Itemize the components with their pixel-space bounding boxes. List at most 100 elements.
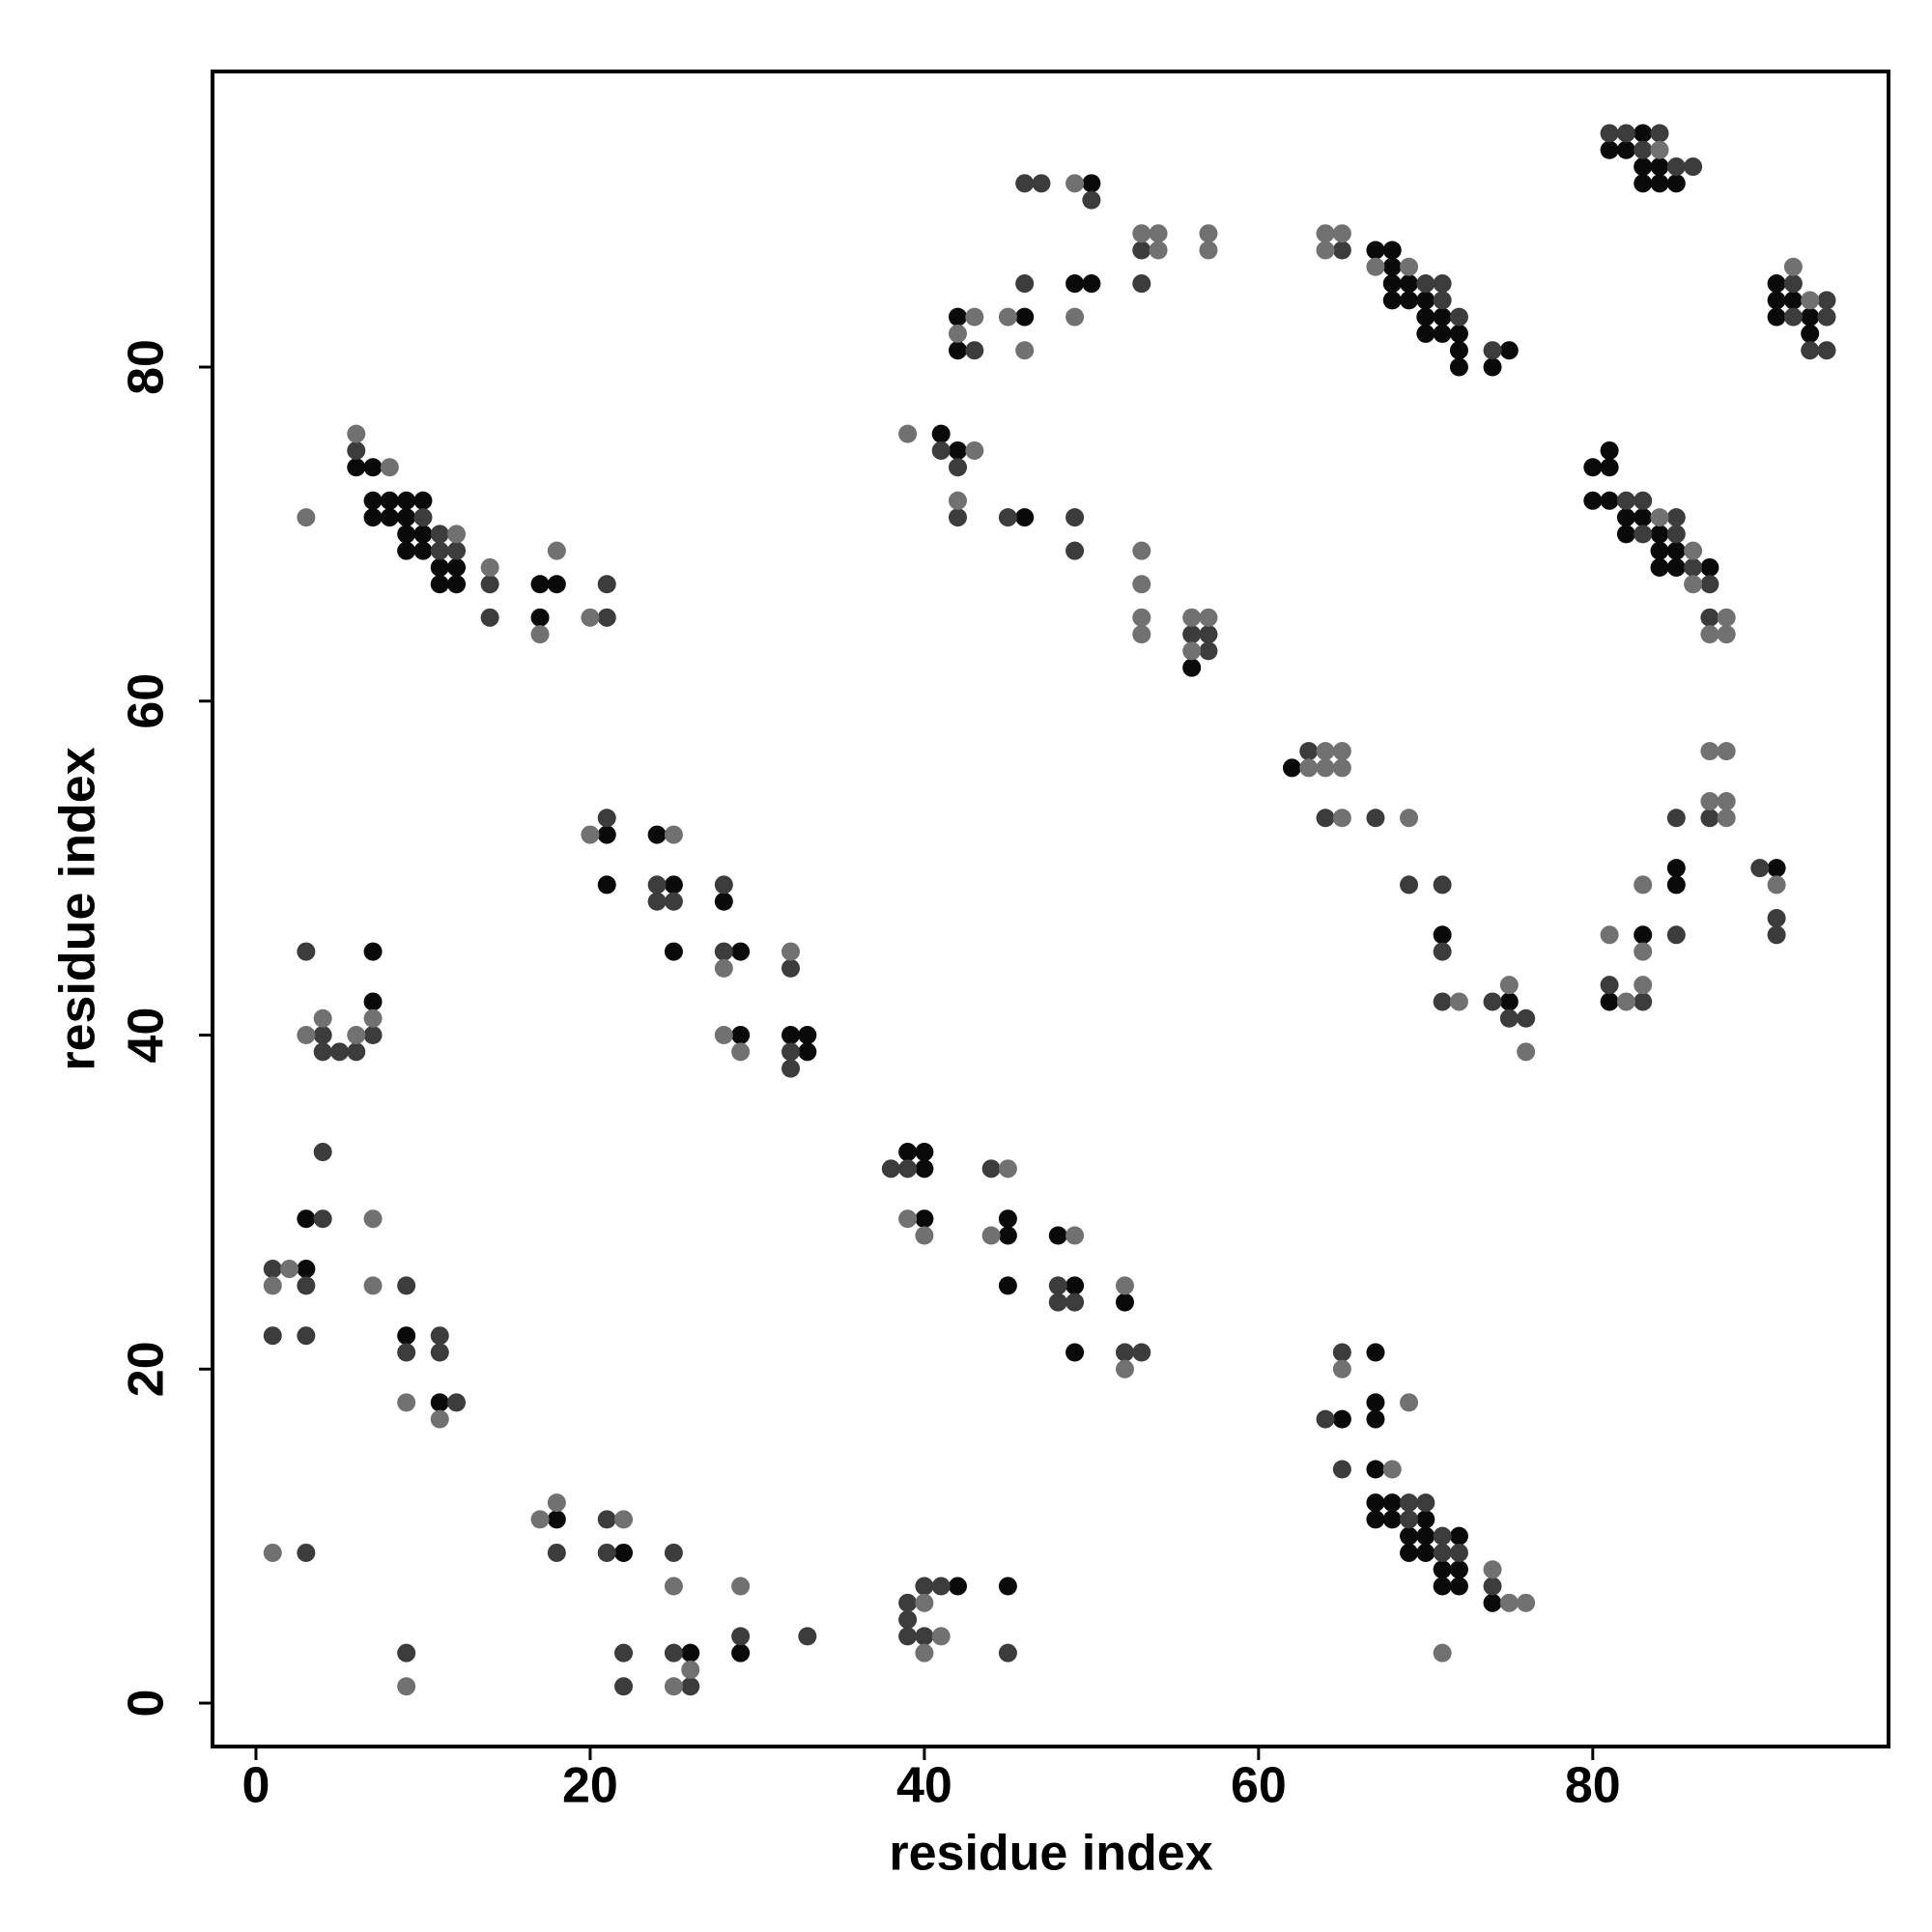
point [1750, 859, 1770, 878]
point [781, 942, 801, 961]
point [1332, 224, 1351, 243]
point [881, 1159, 900, 1179]
point [931, 424, 951, 443]
point [1400, 1526, 1419, 1546]
point [981, 1226, 1001, 1245]
point [413, 541, 433, 560]
point [781, 1026, 801, 1045]
point [1616, 491, 1635, 510]
point [1483, 1560, 1502, 1579]
point [998, 1643, 1017, 1662]
point [898, 424, 918, 443]
point [1517, 1042, 1536, 1062]
point [1433, 1543, 1452, 1562]
point [1499, 1593, 1519, 1612]
point [798, 1042, 817, 1062]
point [948, 341, 967, 360]
point [1634, 925, 1653, 945]
point [1499, 1009, 1519, 1028]
point [380, 508, 399, 527]
point [1132, 241, 1151, 260]
point [1199, 625, 1218, 644]
point [1115, 1276, 1134, 1295]
point [597, 575, 616, 594]
point [1065, 1293, 1085, 1312]
point [1316, 241, 1335, 260]
point [1684, 157, 1703, 177]
point [1366, 1460, 1385, 1479]
point [614, 1677, 634, 1696]
point [1332, 1460, 1351, 1479]
point [1332, 241, 1351, 260]
x-tick-label: 20 [562, 1758, 618, 1814]
point [430, 1393, 449, 1412]
point [948, 440, 967, 460]
point [1082, 174, 1101, 193]
point [681, 1660, 700, 1679]
point [664, 1577, 683, 1596]
point [664, 1643, 683, 1662]
point [1048, 1276, 1067, 1295]
point [1416, 1493, 1435, 1513]
point [397, 1677, 416, 1696]
point [1666, 525, 1686, 544]
point [948, 307, 967, 327]
point [1132, 1343, 1151, 1362]
point [1650, 140, 1669, 159]
point [1416, 1543, 1435, 1562]
point [1616, 992, 1635, 1011]
point [1666, 875, 1686, 895]
point [1433, 307, 1452, 327]
y-tick-label: 0 [119, 1690, 175, 1718]
point [1015, 341, 1035, 360]
point [948, 458, 967, 477]
point [447, 525, 467, 544]
point [430, 1343, 449, 1362]
point [798, 1627, 817, 1646]
point [1433, 291, 1452, 310]
point [397, 1643, 416, 1662]
point [1666, 859, 1686, 878]
point [363, 508, 383, 527]
point [781, 958, 801, 978]
point [347, 1026, 366, 1045]
point [1767, 909, 1786, 928]
point [1382, 1510, 1402, 1529]
point [998, 1226, 1017, 1245]
point [1684, 557, 1703, 577]
point [1400, 274, 1419, 294]
point [1132, 224, 1151, 243]
point [547, 1510, 566, 1529]
point [547, 1493, 566, 1513]
point [1182, 625, 1202, 644]
point [581, 608, 600, 627]
point [1634, 992, 1653, 1011]
point [530, 1510, 550, 1529]
y-tick-label: 40 [119, 1008, 175, 1064]
point [614, 1543, 634, 1562]
point [1616, 525, 1635, 544]
point [948, 508, 967, 527]
point [1366, 809, 1385, 828]
point [731, 1042, 751, 1062]
point [397, 491, 416, 510]
point [1783, 257, 1803, 276]
point [1783, 307, 1803, 327]
point [1048, 1226, 1067, 1245]
point [1433, 1577, 1452, 1596]
point [714, 892, 733, 911]
point [1717, 742, 1736, 761]
point [397, 1393, 416, 1412]
point [1182, 658, 1202, 677]
point [1400, 809, 1419, 828]
point [915, 1593, 934, 1612]
point [965, 440, 984, 460]
point [547, 541, 566, 560]
point [1366, 1343, 1385, 1362]
point [1499, 976, 1519, 995]
x-tick-label: 0 [242, 1758, 270, 1814]
point [1801, 341, 1820, 360]
point [1801, 291, 1820, 310]
point [413, 525, 433, 544]
